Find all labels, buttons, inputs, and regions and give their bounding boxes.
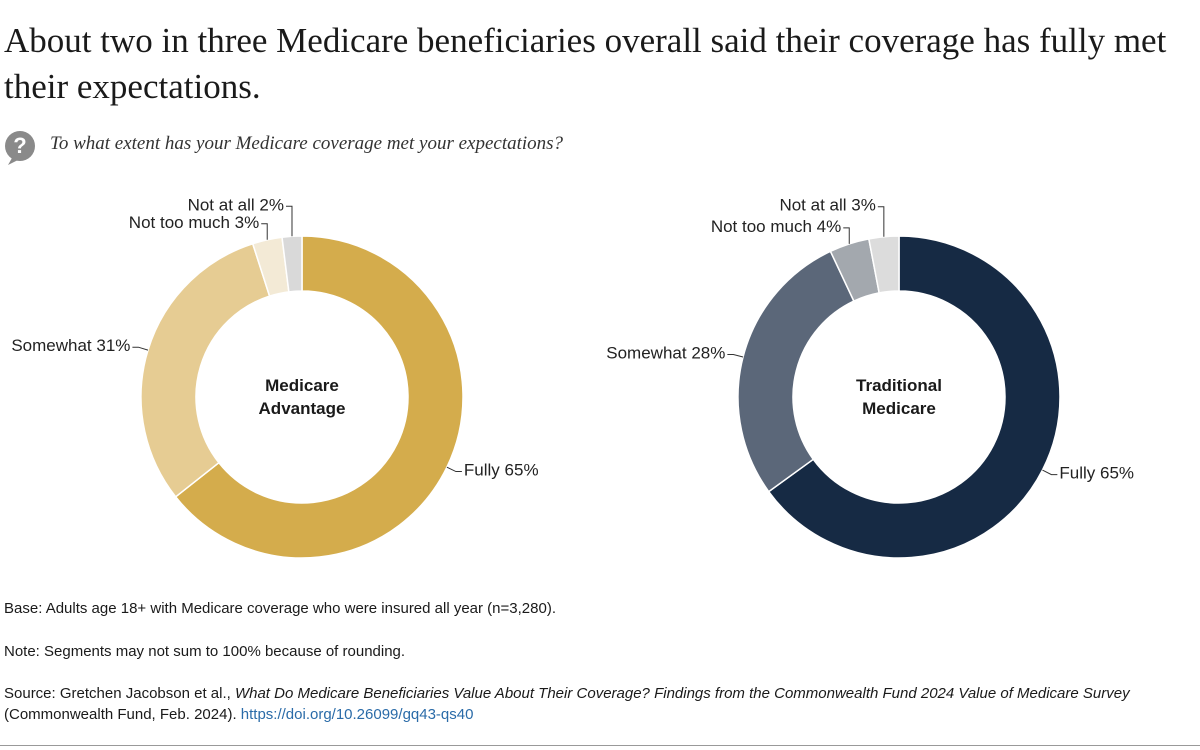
data-label: Fully 65% [464, 461, 539, 480]
source-text: Source: Gretchen Jacobson et al., [4, 685, 235, 702]
donut-segment [140, 242, 271, 498]
leader-line [1042, 469, 1058, 476]
category-label: Somewhat [11, 337, 92, 356]
note: Note: Segments may not sum to 100% becau… [4, 643, 406, 660]
donut-center-label: Medicare Advantage [258, 376, 346, 418]
leader-line [285, 205, 293, 237]
category-label: Not too much [129, 213, 230, 232]
source-link[interactable]: https://doi.org/10.26099/gq43-qs40 [240, 706, 474, 723]
value-label: 31% [96, 337, 130, 356]
category-label: Fully [1059, 464, 1095, 483]
donut-segment [281, 235, 303, 293]
leader-line [843, 227, 850, 244]
source-title: What Do Medicare Beneficiaries Value Abo… [234, 685, 1130, 702]
data-label: Not too much 3% [129, 213, 259, 232]
leader-line [132, 346, 149, 351]
source: Source: Gretchen Jacobson et al., What D… [4, 683, 1184, 725]
donut-segment [767, 235, 1061, 559]
value-label: 65% [1100, 464, 1134, 483]
data-label: Not too much 4% [711, 217, 841, 236]
data-label: Somewhat 28% [606, 344, 725, 363]
data-label: Fully 65% [1059, 464, 1134, 483]
base-note: Base: Adults age 18+ with Medicare cover… [4, 600, 556, 617]
leader-line [877, 206, 885, 237]
question: To what extent has your Medicare coverag… [50, 133, 564, 154]
donut-center-label: Traditional Medicare [856, 376, 942, 418]
leader-line [446, 466, 462, 473]
value-label: 3% [851, 196, 876, 215]
value-label: 3% [235, 213, 260, 232]
question-icon: ? [5, 131, 35, 165]
charts: Fully 65%Somewhat 31%Not too much 3%Not … [11, 196, 1134, 559]
donut-segment [737, 250, 855, 493]
value-label: 4% [817, 217, 842, 236]
leader-line [261, 223, 268, 240]
page-title: About two in three Medicare beneficiarie… [4, 21, 1167, 106]
value-label: 65% [505, 461, 539, 480]
value-label: 2% [259, 196, 284, 215]
svg-text:?: ? [13, 133, 26, 158]
data-label: Not at all 3% [779, 196, 875, 215]
leader-line [727, 353, 744, 358]
category-label: Somewhat [606, 344, 687, 363]
category-label: Not too much [711, 217, 812, 236]
category-label: Not at all [779, 196, 846, 215]
bottom-rule [0, 745, 1200, 746]
data-label: Somewhat 31% [11, 337, 130, 356]
value-label: 28% [691, 344, 725, 363]
category-label: Fully [464, 461, 500, 480]
source-text: (Commonwealth Fund, Feb. 2024). [4, 706, 241, 723]
category-label: Not at all [188, 196, 255, 215]
donut-segment [174, 235, 464, 559]
donut-segment [867, 235, 900, 294]
data-label: Not at all 2% [188, 196, 284, 215]
